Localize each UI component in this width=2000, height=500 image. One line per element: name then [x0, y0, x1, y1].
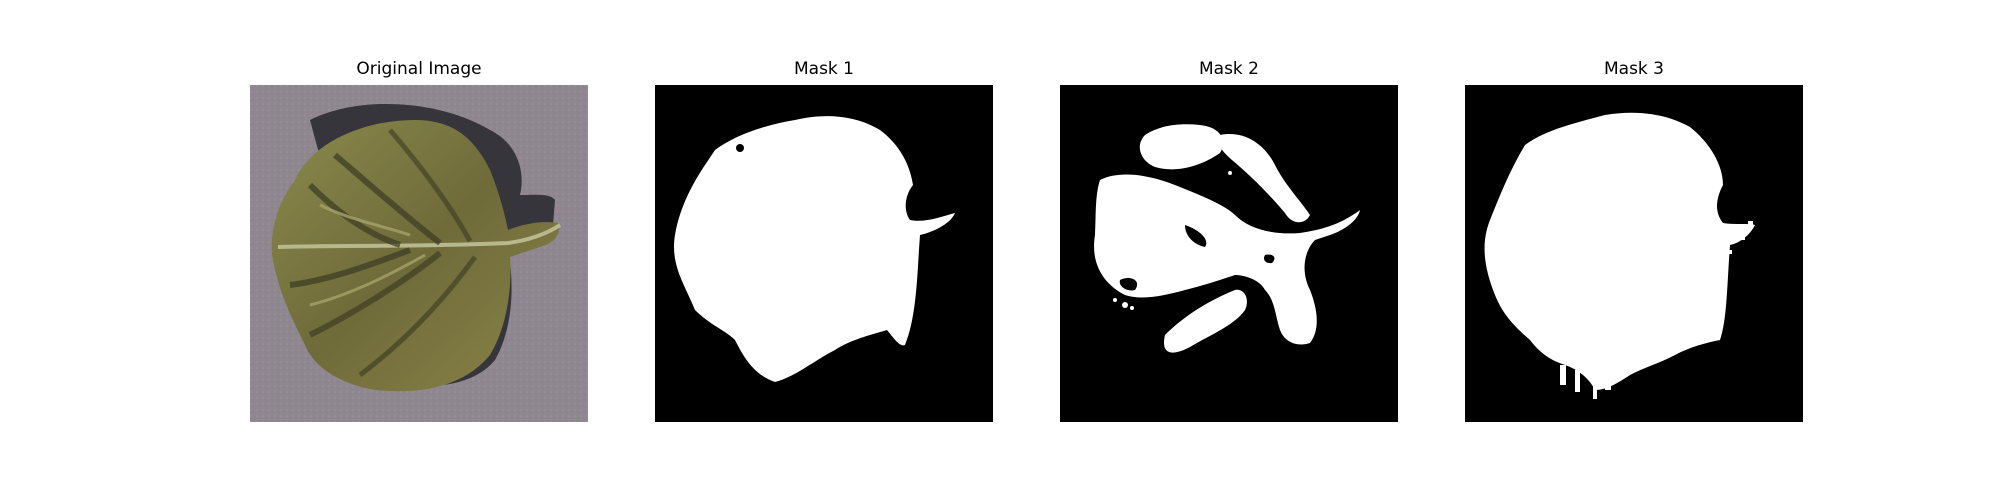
panel-original-image: Original Image: [250, 0, 588, 500]
mask-1-image: [655, 85, 993, 422]
panel-mask-2: Mask 2: [1060, 0, 1398, 500]
panel-title: Original Image: [356, 59, 482, 79]
panel-mask-1: Mask 1: [655, 0, 993, 500]
original-leaf-photo: [250, 85, 588, 422]
mask-2-image: [1060, 85, 1398, 422]
mask-3-image: [1465, 85, 1803, 422]
panel-title: Mask 1: [793, 59, 854, 79]
panel-mask-3: Mask 3: [1465, 0, 1803, 500]
panel-title: Mask 2: [1198, 59, 1259, 79]
panel-title: Mask 3: [1603, 59, 1664, 79]
